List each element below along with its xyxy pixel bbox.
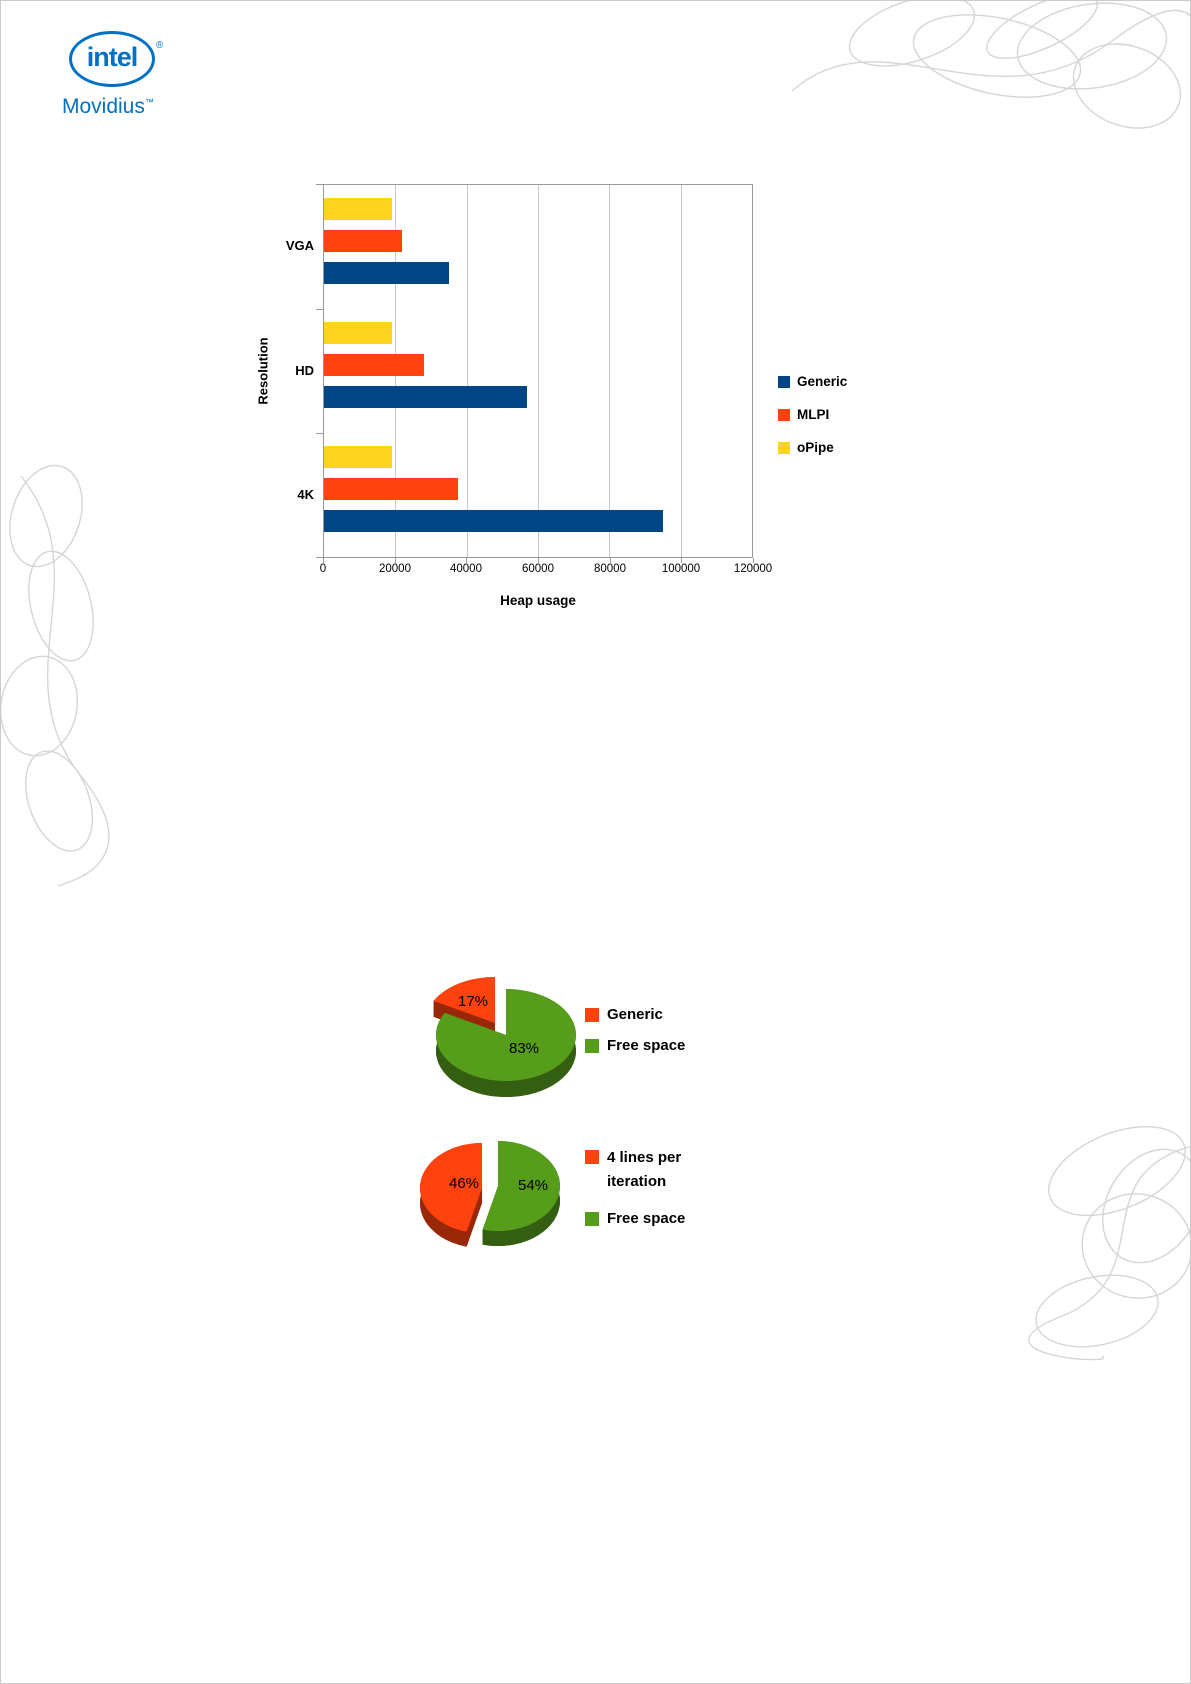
bar-generic-hd — [324, 385, 528, 408]
y-axis-tick — [316, 309, 323, 310]
intel-logo-text: intel — [86, 42, 139, 72]
gridline — [680, 185, 682, 557]
x-axis-tick-label: 100000 — [646, 558, 716, 575]
bar-generic-4k — [324, 510, 663, 532]
movidius-wordmark: Movidius™ — [62, 95, 154, 118]
legend-label: Free space — [607, 1037, 686, 1054]
bar-chart-x-axis-title: Heap usage — [500, 593, 576, 608]
bar-mlpi-4k — [324, 478, 458, 500]
y-axis-tick — [316, 184, 323, 185]
legend-swatch-opipe — [778, 441, 790, 454]
legend-swatch-generic — [778, 375, 790, 388]
decorative-swirl-top-right — [792, 1, 1190, 129]
pie1-label-17: 17% — [457, 993, 489, 1010]
trademark-mark: ™ — [144, 97, 154, 107]
legend-item-free-space: Free space — [585, 1030, 685, 1061]
intel-movidius-logo: intel ® Movidius™ — [62, 31, 249, 131]
legend-item-generic: Generic — [778, 365, 847, 398]
legend-label: Generic — [607, 1006, 663, 1023]
category-label-hd: HD — [295, 363, 314, 378]
legend-label: MLPI — [797, 407, 830, 422]
pie-chart-2: 46% 54% — [401, 1123, 701, 1273]
legend-label: oPipe — [797, 440, 834, 455]
pie-slice — [433, 977, 495, 1023]
legend-label: 4 lines per iteration — [607, 1149, 682, 1190]
legend-label: Generic — [797, 374, 848, 389]
intel-logo-oval: intel — [69, 31, 155, 87]
x-axis-tick-label: 60000 — [503, 558, 573, 575]
decorative-swirl-left — [1, 464, 110, 886]
bar-chart-plot-area — [323, 184, 753, 558]
y-axis-tick — [316, 557, 323, 558]
bar-chart-legend: Generic MLPI oPipe — [778, 365, 847, 464]
gridline — [466, 185, 468, 557]
y-axis-tick — [316, 433, 323, 434]
x-axis-tick-label: 20000 — [360, 558, 430, 575]
pie1-legend: Generic Free space — [585, 999, 685, 1061]
pie2-label-54: 54% — [517, 1177, 549, 1194]
legend-label: Free space — [607, 1210, 686, 1227]
legend-swatch-free-space — [585, 1211, 599, 1226]
x-axis-tick-label: 40000 — [431, 558, 501, 575]
legend-swatch-generic — [585, 1007, 599, 1022]
legend-item-mlpi: MLPI — [778, 398, 847, 431]
bar-mlpi-vga — [324, 230, 403, 252]
bar-mlpi-hd — [324, 353, 424, 376]
category-label-4k: 4K — [297, 487, 314, 502]
x-axis-tick-label: 120000 — [718, 558, 788, 575]
gridline — [609, 185, 611, 557]
pie-slice — [466, 1188, 482, 1247]
legend-item-4-lines: 4 lines per iteration — [585, 1146, 707, 1194]
pie-slice — [482, 1141, 560, 1231]
legend-swatch-mlpi — [778, 408, 790, 421]
pie-slice — [436, 989, 576, 1081]
category-band-hd — [324, 309, 752, 433]
pie-slice — [419, 1143, 482, 1232]
pie-chart-2-canvas — [419, 1141, 560, 1247]
legend-item-free-space: Free space — [585, 1203, 707, 1234]
category-band-vga — [324, 185, 752, 309]
registered-mark: ® — [156, 40, 164, 51]
bar-opipe-hd — [324, 321, 392, 344]
legend-swatch-free-space — [585, 1038, 599, 1053]
pie2-legend: 4 lines per iteration Free space — [585, 1146, 707, 1234]
gridline — [538, 185, 539, 557]
legend-item-generic: Generic — [585, 999, 685, 1030]
legend-swatch-4-lines — [585, 1150, 599, 1164]
bar-opipe-4k — [324, 446, 392, 468]
bar-opipe-vga — [324, 198, 392, 220]
decorative-swirl-bottom-right — [1028, 1125, 1190, 1361]
pie-chart-1: 17% 83% — [401, 971, 701, 1121]
x-axis-tick-label: 0 — [288, 558, 358, 575]
x-axis-tick-label: 80000 — [575, 558, 645, 575]
legend-item-opipe: oPipe — [778, 431, 847, 464]
category-band-4k — [324, 433, 752, 557]
pie2-label-46: 46% — [448, 1175, 480, 1192]
pie1-label-83: 83% — [508, 1040, 540, 1057]
category-label-vga: VGA — [285, 238, 314, 253]
pie-chart-1-canvas — [433, 977, 576, 1097]
bar-generic-vga — [324, 262, 449, 284]
